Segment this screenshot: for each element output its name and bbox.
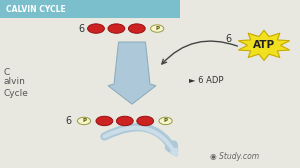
Text: ATP: ATP bbox=[253, 40, 275, 50]
Circle shape bbox=[88, 24, 104, 33]
Circle shape bbox=[77, 117, 91, 125]
FancyBboxPatch shape bbox=[0, 0, 180, 18]
Circle shape bbox=[96, 116, 113, 126]
Text: 6: 6 bbox=[66, 116, 72, 126]
Text: P: P bbox=[82, 118, 86, 123]
Text: CALVIN CYCLE: CALVIN CYCLE bbox=[6, 5, 66, 14]
Circle shape bbox=[159, 117, 172, 125]
Text: P: P bbox=[155, 26, 159, 31]
Circle shape bbox=[108, 24, 125, 33]
Circle shape bbox=[116, 116, 133, 126]
Text: P: P bbox=[164, 118, 168, 123]
Text: 6: 6 bbox=[78, 24, 84, 34]
Text: alvin
Cycle: alvin Cycle bbox=[3, 77, 28, 98]
Polygon shape bbox=[238, 30, 290, 60]
Circle shape bbox=[137, 116, 154, 126]
Text: C: C bbox=[3, 68, 9, 77]
Text: ◉ Study.com: ◉ Study.com bbox=[210, 152, 259, 161]
Circle shape bbox=[128, 24, 145, 33]
FancyArrowPatch shape bbox=[104, 128, 176, 155]
Text: ► 6 ADP: ► 6 ADP bbox=[189, 76, 224, 85]
Circle shape bbox=[151, 25, 164, 32]
Polygon shape bbox=[108, 42, 156, 104]
FancyArrowPatch shape bbox=[104, 127, 174, 151]
Text: 6: 6 bbox=[225, 34, 231, 44]
